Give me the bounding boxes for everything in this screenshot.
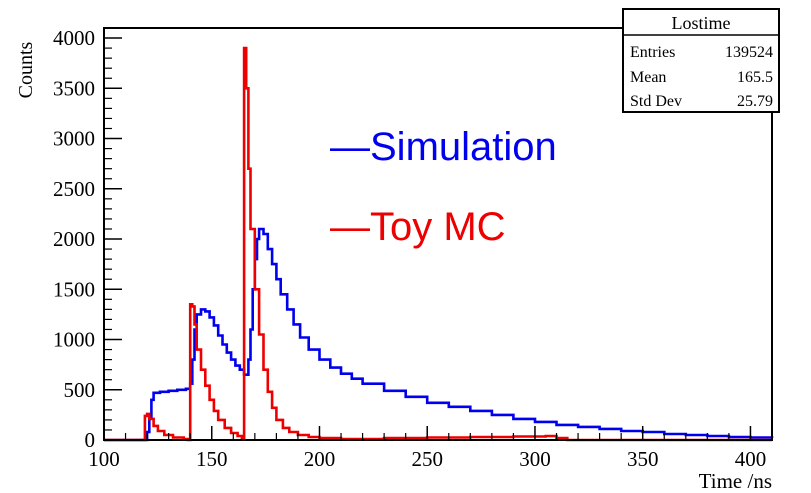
series-simulation [104,227,774,442]
legend: —Simulation —Toy MC [330,125,557,249]
legend-entry-simulation: —Simulation [330,125,557,169]
legend-marker-toymc: — [330,205,370,249]
stats-box: Lostime Entries 139524 Mean 165.5 Std De… [622,8,780,113]
y-tick-label: 3500 [53,76,95,100]
y-tick-label: 4000 [53,26,95,50]
legend-marker-simulation: — [330,125,370,169]
stats-entries-value: 139524 [725,44,773,61]
plot-frame [103,27,773,441]
x-tick-label: 100 [88,447,120,471]
x-tick-label: 250 [411,447,443,471]
y-tick-label: 0 [85,428,96,452]
x-axis-label: Time /ns [699,469,772,493]
y-axis-label: Counts [15,41,37,98]
stats-entries-label: Entries [630,44,675,61]
y-tick-label: 2500 [53,177,95,201]
y-tick-label: 500 [64,378,96,402]
legend-label-simulation: Simulation [370,125,557,169]
y-tick-label: 1000 [53,328,95,352]
x-tick-label: 400 [735,447,767,471]
stats-mean-label: Mean [630,69,666,86]
y-tick-label: 3000 [53,127,95,151]
x-tick-label: 150 [196,447,228,471]
y-tick-label: 2000 [53,227,95,251]
legend-label-toymc: Toy MC [370,205,506,249]
stats-stddev-value: 25.79 [737,93,773,110]
y-tick-label: 1500 [53,277,95,301]
x-tick-label: 350 [627,447,659,471]
stats-stddev-label: Std Dev [630,93,682,110]
x-tick-label: 300 [519,447,551,471]
stats-title: Lostime [672,13,731,33]
stats-mean-value: 165.5 [737,69,773,86]
legend-entry-toymc: —Toy MC [330,205,506,249]
x-tick-label: 200 [304,447,336,471]
